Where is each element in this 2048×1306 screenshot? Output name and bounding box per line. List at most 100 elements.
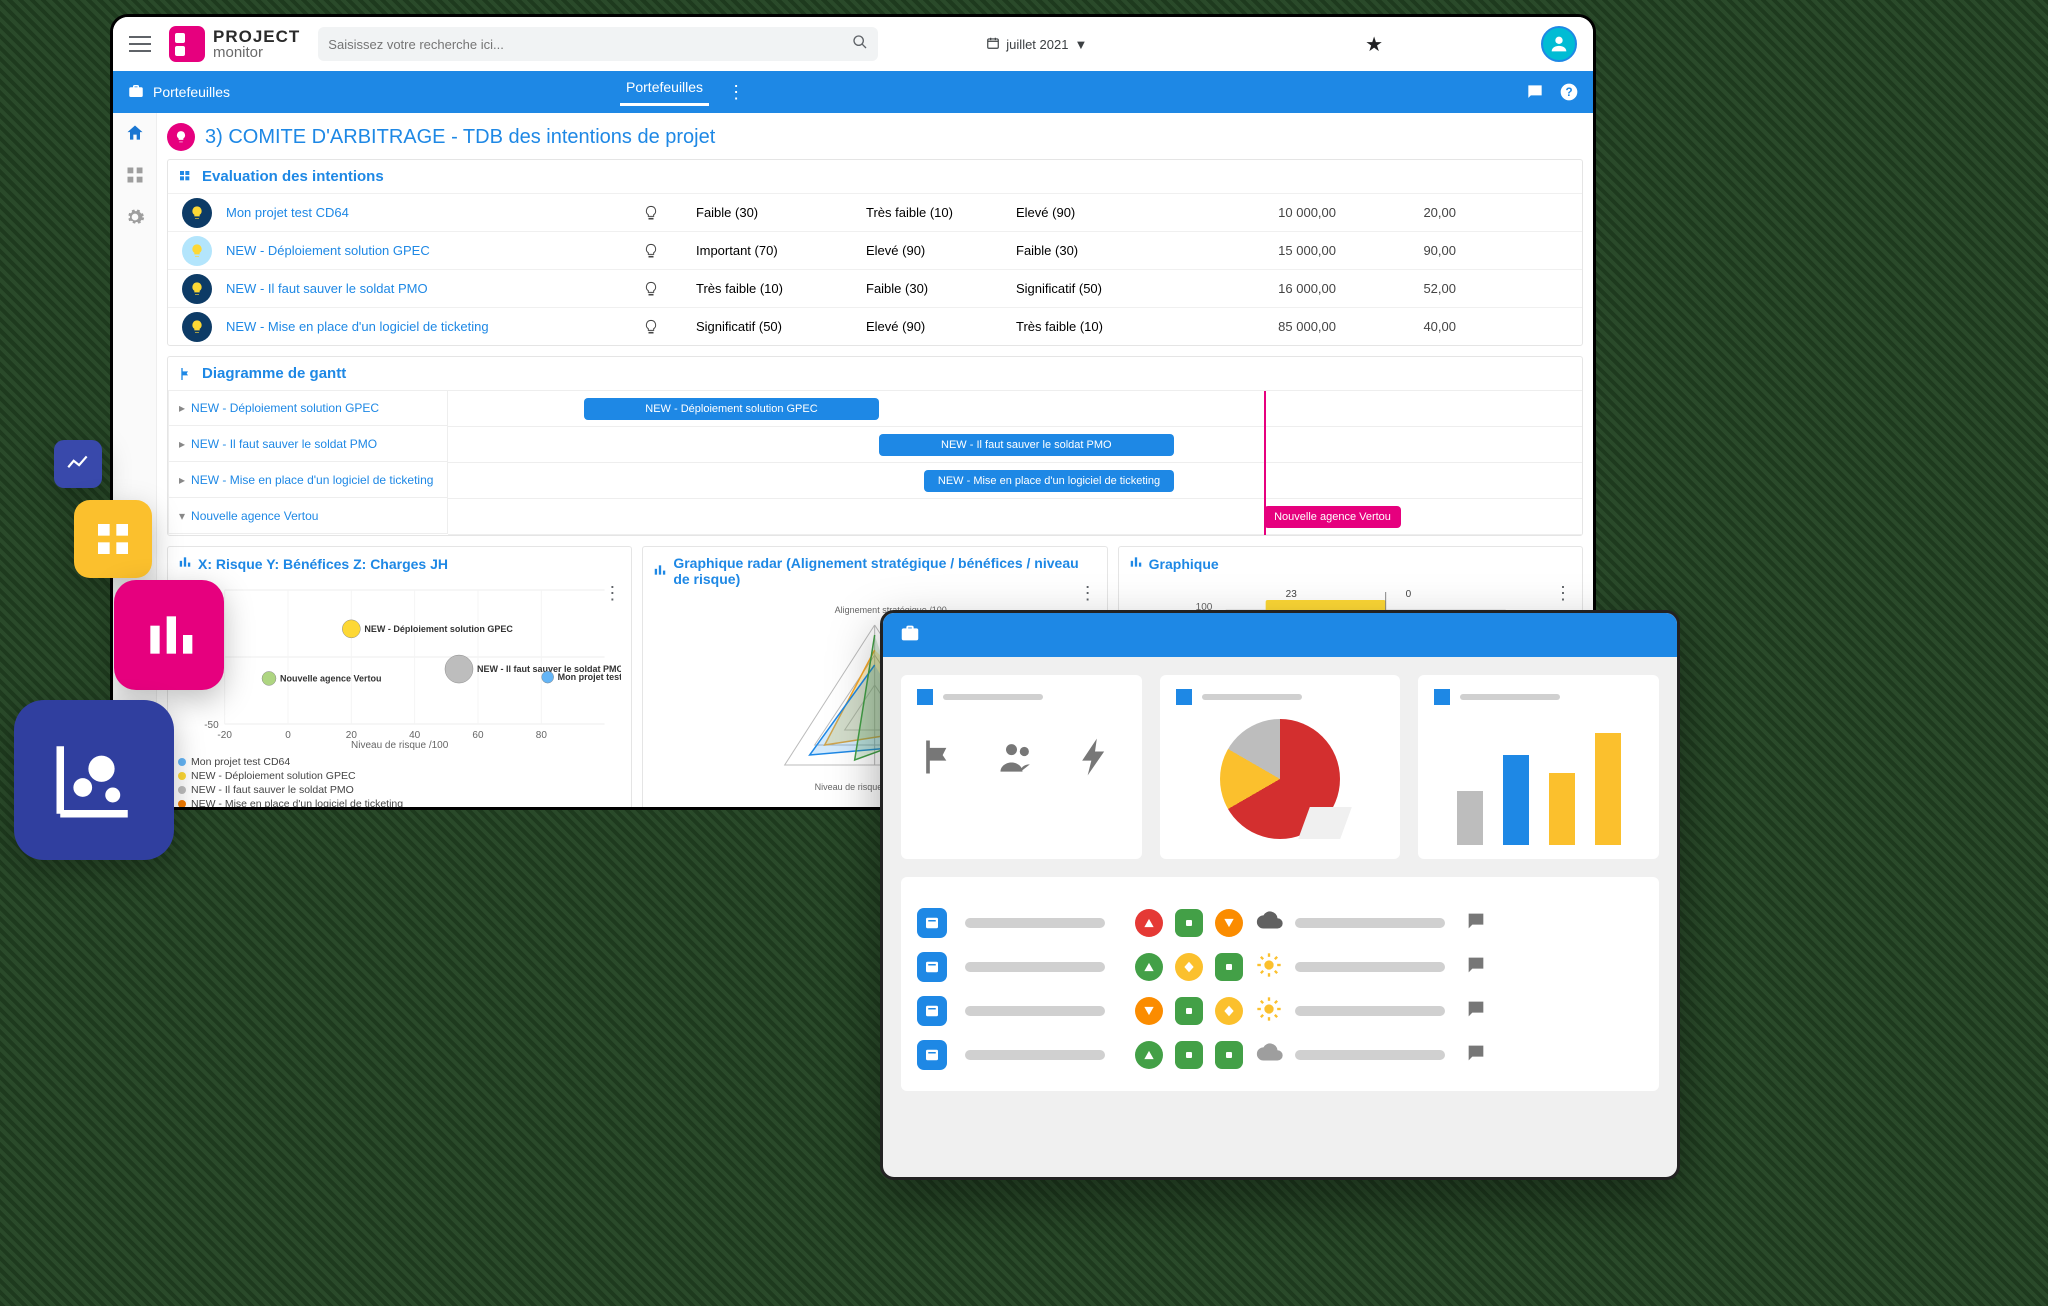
user-avatar[interactable] [1541,26,1577,62]
gantt-item[interactable]: ▸NEW - Il faut sauver le soldat PMO [168,426,448,462]
tab-portefeuilles[interactable]: Portefeuilles [620,79,709,106]
bar-label-left: 23 [1285,589,1297,600]
bolt-icon [1073,735,1117,784]
status-icon [1175,953,1215,981]
cell-prob: Faible (30) [866,281,1016,296]
panel-evaluation-title: Evaluation des intentions [202,168,384,185]
svg-text:0: 0 [285,730,291,741]
chevron-down-icon: ▼ [1074,37,1087,52]
project-link[interactable]: Mon projet test CD64 [226,205,606,220]
panel-gantt-title: Diagramme de gantt [202,365,346,382]
table-row: Mon projet test CD64 Faible (30) Très fa… [168,193,1582,231]
status-icon [1215,909,1255,937]
bulb-icon [606,281,696,297]
placeholder-bar [1202,694,1302,700]
gantt-item[interactable]: ▸NEW - Mise en place d'un logiciel de ti… [168,462,448,498]
gantt-item[interactable]: ▸NEW - Déploiement solution GPEC [168,390,448,426]
project-link[interactable]: NEW - Déploiement solution GPEC [226,243,606,258]
chat-icon[interactable] [1525,82,1545,102]
grid-icon [917,689,933,705]
item-type-icon [917,908,947,938]
search-field[interactable] [328,37,852,52]
brand-bottom: monitor [213,45,300,60]
placeholder-bar [965,1050,1105,1060]
chevron-icon: ▸ [179,473,185,487]
bar-icon [653,563,667,580]
bulb-icon [606,319,696,335]
chevron-icon: ▸ [179,437,185,451]
svg-text:Nouvelle agence Vertou: Nouvelle agence Vertou [280,673,382,683]
bar [1595,733,1621,845]
comment-icon[interactable] [1465,1042,1505,1069]
gantt-lane: NEW - Déploiement solution GPEC [448,391,1582,427]
svg-text:60: 60 [472,730,484,741]
bar [1457,791,1483,845]
gantt-bar[interactable]: Nouvelle agence Vertou [1264,506,1400,528]
table-row: NEW - Déploiement solution GPEC Importan… [168,231,1582,269]
legend-item: Mon projet test CD64 [178,755,621,769]
panel-gantt: Diagramme de gantt ▸NEW - Déploiement so… [167,356,1583,536]
briefcase-icon [127,82,145,103]
brand-mark [169,26,205,62]
search-input[interactable] [318,27,878,61]
chart-more-icon[interactable]: ⋮ [1554,583,1572,604]
cell-days: 52,00 [1376,281,1496,296]
date-picker[interactable]: juillet 2021 ▼ [986,36,1087,53]
help-icon[interactable]: ? [1559,82,1579,102]
project-link[interactable]: NEW - Il faut sauver le soldat PMO [226,281,606,296]
list-item [917,901,1643,945]
cell-prob: Très faible (10) [866,205,1016,220]
cell-budget: 85 000,00 [1176,319,1376,334]
chart-more-icon[interactable]: ⋮ [603,583,621,604]
panel-scatter: X: Risque Y: Bénéfices Z: Charges JH ⋮ -… [167,546,632,807]
tablet-card-icons [901,675,1142,859]
bar-label-right: 0 [1405,589,1411,600]
placeholder-bar [1295,918,1445,928]
gantt-item[interactable]: ▾Nouvelle agence Vertou [168,498,448,534]
comment-icon[interactable] [1465,998,1505,1025]
svg-text:NEW - Déploiement solution GPE: NEW - Déploiement solution GPEC [364,624,513,634]
float-bubble-icon [14,700,174,860]
search-icon[interactable] [852,34,868,55]
chart-more-icon[interactable]: ⋮ [1079,583,1097,604]
bar-icon [1176,689,1192,705]
nav-settings-icon[interactable] [125,207,145,227]
bar [1503,755,1529,845]
placeholder-bar [1295,962,1445,972]
flag-icon [178,366,194,382]
favorite-icon[interactable]: ★ [1365,32,1383,57]
cell-days: 90,00 [1376,243,1496,258]
list-item [917,945,1643,989]
chevron-icon: ▸ [179,401,185,415]
gantt-bar[interactable]: NEW - Mise en place d'un logiciel de tic… [924,470,1173,492]
status-icon [1215,1041,1255,1069]
tablet-mock [880,610,1680,1180]
page-badge-icon [167,123,195,151]
status-icon [1175,997,1215,1025]
float-bars-icon [114,580,224,690]
evaluation-table: Mon projet test CD64 Faible (30) Très fa… [168,193,1582,345]
cell-impact: Important (70) [696,243,866,258]
cell-impact: Très faible (10) [696,281,866,296]
gantt-bar[interactable]: NEW - Il faut sauver le soldat PMO [879,434,1174,456]
menu-icon[interactable] [129,36,151,52]
status-icon [1255,951,1295,984]
date-label: juillet 2021 [1006,37,1068,52]
tablet-card-pie [1160,675,1401,859]
cell-impact: Faible (30) [696,205,866,220]
comment-icon[interactable] [1465,910,1505,937]
project-link[interactable]: NEW - Mise en place d'un logiciel de tic… [226,319,606,334]
status-icon [1255,909,1295,938]
table-row: NEW - Mise en place d'un logiciel de tic… [168,307,1582,345]
status-icon [1255,1041,1295,1070]
bluebar-title: Portefeuilles [153,84,230,100]
gantt-lane: NEW - Il faut sauver le soldat PMO [448,427,1582,463]
nav-dashboard-icon[interactable] [125,165,145,185]
gantt-bar[interactable]: NEW - Déploiement solution GPEC [584,398,879,420]
comment-icon[interactable] [1465,954,1505,981]
cell-days: 40,00 [1376,319,1496,334]
nav-home-icon[interactable] [125,123,145,143]
bluebar-tabs: Portefeuilles ⋮ [620,79,745,106]
more-icon[interactable]: ⋮ [727,82,745,103]
status-icon [1255,995,1295,1028]
